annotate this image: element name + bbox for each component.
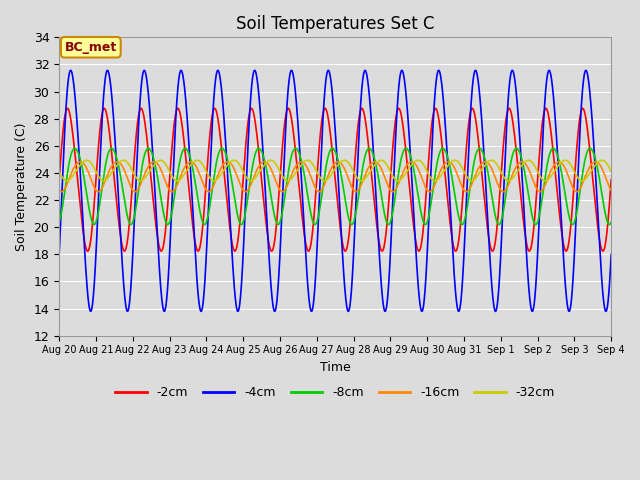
-2cm xyxy=(592,206,600,212)
Line: -16cm: -16cm xyxy=(59,162,611,192)
-8cm xyxy=(607,219,615,225)
Line: -32cm: -32cm xyxy=(59,160,611,181)
-4cm xyxy=(591,169,599,175)
-32cm xyxy=(309,162,317,168)
-32cm xyxy=(83,157,91,163)
-32cm xyxy=(607,168,615,174)
-4cm xyxy=(344,309,352,314)
-32cm xyxy=(324,176,332,182)
Title: Soil Temperatures Set C: Soil Temperatures Set C xyxy=(236,15,435,33)
-32cm xyxy=(55,168,63,174)
-2cm xyxy=(83,248,91,254)
-16cm xyxy=(592,159,600,165)
Y-axis label: Soil Temperature (C): Soil Temperature (C) xyxy=(15,122,28,251)
-16cm xyxy=(536,189,544,194)
-8cm xyxy=(275,222,282,228)
-8cm xyxy=(324,155,332,160)
-8cm xyxy=(490,208,498,214)
-2cm xyxy=(309,222,317,228)
-8cm xyxy=(402,145,410,151)
Legend: -2cm, -4cm, -8cm, -16cm, -32cm: -2cm, -4cm, -8cm, -16cm, -32cm xyxy=(110,381,560,404)
-8cm xyxy=(83,195,91,201)
-8cm xyxy=(309,219,317,225)
-4cm xyxy=(55,252,63,257)
-2cm xyxy=(468,106,476,111)
-2cm xyxy=(591,204,599,209)
-2cm xyxy=(55,177,63,182)
Line: -4cm: -4cm xyxy=(59,71,611,312)
-16cm xyxy=(490,172,498,178)
-4cm xyxy=(309,304,317,310)
-8cm xyxy=(55,219,63,225)
-16cm xyxy=(55,187,63,193)
-16cm xyxy=(83,167,91,173)
-16cm xyxy=(371,159,379,165)
-16cm xyxy=(591,159,599,165)
-2cm xyxy=(490,244,498,250)
-32cm xyxy=(591,162,599,168)
-16cm xyxy=(324,174,332,180)
-4cm xyxy=(490,306,498,312)
-16cm xyxy=(309,180,317,185)
-4cm xyxy=(592,174,600,180)
-32cm xyxy=(247,178,255,184)
-2cm xyxy=(607,177,615,182)
X-axis label: Time: Time xyxy=(320,361,351,374)
-4cm xyxy=(83,287,91,293)
Text: BC_met: BC_met xyxy=(65,41,117,54)
Line: -2cm: -2cm xyxy=(59,108,611,251)
-8cm xyxy=(592,157,600,163)
-4cm xyxy=(324,68,332,74)
Line: -8cm: -8cm xyxy=(59,148,611,225)
-2cm xyxy=(194,248,202,254)
-16cm xyxy=(607,187,615,193)
-4cm xyxy=(607,252,615,257)
-4cm xyxy=(398,68,406,73)
-2cm xyxy=(324,113,332,119)
-8cm xyxy=(591,156,599,162)
-32cm xyxy=(490,158,498,164)
-32cm xyxy=(592,162,600,168)
-32cm xyxy=(451,157,459,163)
